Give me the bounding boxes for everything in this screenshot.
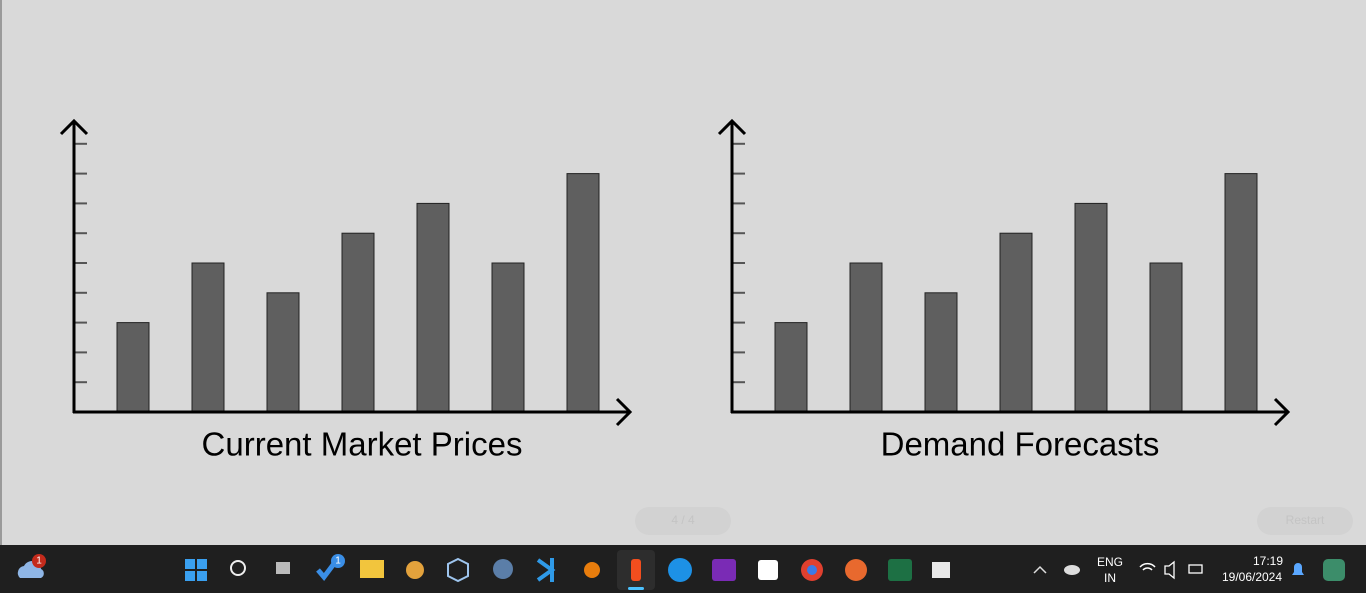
active-indicator xyxy=(628,587,644,590)
notion-icon[interactable] xyxy=(758,560,778,580)
snipping-icon[interactable] xyxy=(932,562,950,578)
slide-border xyxy=(0,0,2,545)
task-view-icon[interactable] xyxy=(276,562,290,574)
excel-icon[interactable] xyxy=(888,559,912,581)
notification-icon[interactable] xyxy=(1292,563,1304,575)
start-icon[interactable] xyxy=(197,559,207,569)
firefox-icon[interactable] xyxy=(845,559,867,581)
chart-title: Current Market Prices xyxy=(202,426,523,463)
language[interactable]: ENG xyxy=(1097,555,1123,569)
app-icon[interactable] xyxy=(406,561,424,579)
onedrive-icon[interactable] xyxy=(1064,565,1080,575)
y-axis-arrow xyxy=(717,118,747,136)
todo-badge xyxy=(331,554,345,568)
bar xyxy=(341,232,375,413)
docker-icon[interactable] xyxy=(668,558,692,582)
bar xyxy=(1149,262,1183,413)
restart-label: Restart xyxy=(1286,513,1325,527)
bar xyxy=(1074,202,1108,413)
charts: Current Market Prices Demand Forecasts xyxy=(59,118,1291,463)
bar xyxy=(566,173,600,413)
bar xyxy=(116,322,150,413)
bar xyxy=(999,232,1033,413)
clock-time[interactable]: 17:19 xyxy=(1253,554,1283,568)
bar xyxy=(191,262,225,413)
x-axis-arrow xyxy=(1273,397,1291,427)
x-axis-arrow xyxy=(615,397,633,427)
blender-icon[interactable] xyxy=(584,562,600,578)
weather-badge xyxy=(32,554,46,568)
bar xyxy=(924,292,958,413)
wifi-icon[interactable] xyxy=(1139,562,1156,571)
weather-badge-text: 1 xyxy=(36,556,42,567)
clock-date[interactable]: 19/06/2024 xyxy=(1222,570,1282,584)
chart-title: Demand Forecasts xyxy=(881,426,1160,463)
start-icon[interactable] xyxy=(197,571,207,581)
y-axis-arrow xyxy=(59,118,89,136)
pager[interactable] xyxy=(635,507,731,535)
search-icon[interactable] xyxy=(230,560,246,576)
bar xyxy=(266,292,300,413)
volume-icon[interactable] xyxy=(1164,560,1175,580)
pager-label: 4 / 4 xyxy=(671,513,695,527)
bar xyxy=(491,262,525,413)
slide-area xyxy=(0,0,1366,545)
explorer-icon[interactable] xyxy=(360,560,384,578)
taskbar-icons: 1 xyxy=(185,550,950,590)
bar xyxy=(774,322,808,413)
restart-button[interactable] xyxy=(1257,507,1353,535)
battery-icon[interactable] xyxy=(1188,564,1203,574)
region[interactable]: IN xyxy=(1104,571,1116,585)
bar xyxy=(416,202,450,413)
start-icon[interactable] xyxy=(185,571,195,581)
bar xyxy=(1224,173,1258,413)
postgres-icon[interactable] xyxy=(493,559,513,579)
todo-badge-text: 1 xyxy=(335,556,341,567)
vscode-icon[interactable] xyxy=(536,558,556,582)
app-icon[interactable] xyxy=(447,557,469,583)
start-icon[interactable] xyxy=(185,559,195,569)
tray-chevron[interactable] xyxy=(1033,565,1047,574)
todo-icon[interactable] xyxy=(316,559,338,581)
bar xyxy=(849,262,883,413)
figma-icon[interactable] xyxy=(631,559,641,581)
onenote-icon[interactable] xyxy=(712,559,736,581)
copilot-icon[interactable] xyxy=(1323,559,1345,581)
chrome-icon-center xyxy=(807,565,817,575)
